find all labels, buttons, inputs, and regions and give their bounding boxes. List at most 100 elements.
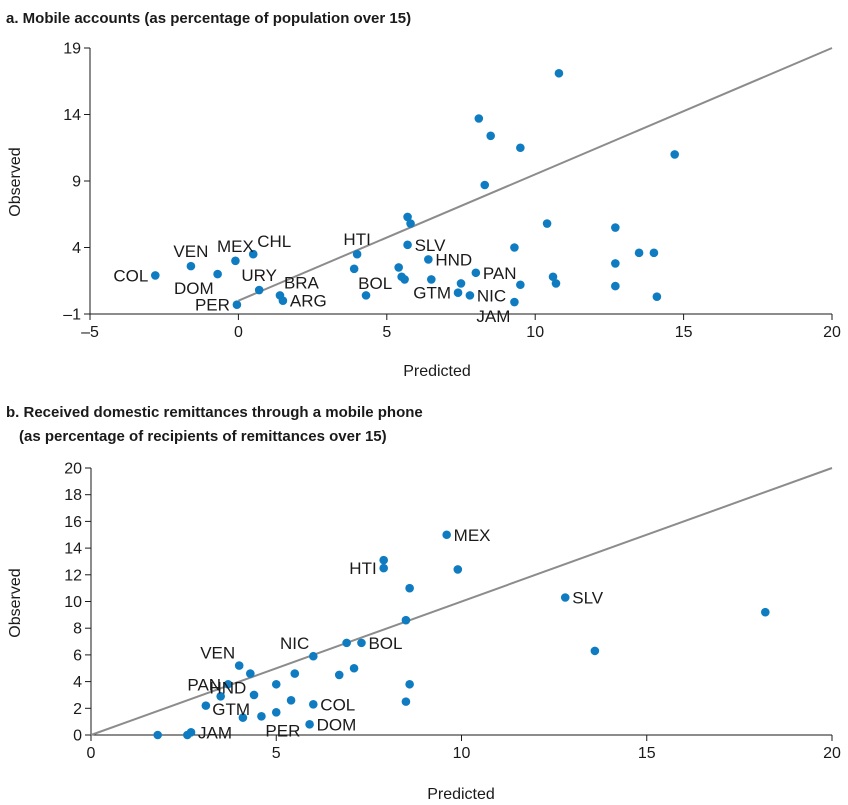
y-tick-label: 18	[64, 487, 82, 504]
point-label: HND	[435, 250, 472, 269]
data-point	[611, 259, 620, 268]
y-tick-label: 4	[73, 674, 82, 691]
data-point	[238, 713, 248, 722]
data-point	[405, 679, 414, 689]
panel-a-title: a. Mobile accounts (as percentage of pop…	[6, 10, 411, 27]
y-tick-label: 14	[63, 107, 81, 124]
point-label: DOM	[174, 279, 214, 298]
data-point	[352, 249, 362, 259]
point-label: BOL	[368, 634, 402, 653]
data-point	[471, 268, 481, 278]
data-point	[406, 219, 415, 228]
data-point	[465, 291, 475, 300]
y-tick-label: –1	[63, 307, 81, 324]
data-point	[379, 555, 388, 565]
data-point	[403, 240, 412, 250]
data-point	[278, 296, 288, 306]
y-tick-label: 14	[64, 541, 82, 558]
data-point	[231, 256, 240, 266]
point-label: NIC	[477, 286, 506, 305]
point-label: NIC	[280, 634, 309, 653]
x-tick-label: 20	[823, 745, 841, 762]
data-point	[216, 691, 225, 701]
point-label: DOM	[317, 715, 357, 734]
y-tick-label: 9	[72, 174, 81, 191]
data-point	[357, 638, 366, 648]
x-tick-label: 10	[453, 745, 471, 762]
data-point	[611, 281, 620, 291]
data-point	[309, 699, 318, 709]
y-tick-label: 6	[73, 647, 82, 664]
data-point	[670, 150, 679, 159]
panel-a-y-label: Observed	[7, 147, 24, 216]
point-label: VEN	[200, 644, 235, 663]
point-label: COL	[320, 695, 355, 714]
point-label: GTM	[212, 700, 250, 719]
point-label: JAM	[476, 307, 510, 326]
data-point	[453, 565, 463, 574]
panel-b-x-label: Predicted	[427, 786, 495, 803]
point-label: CHL	[257, 232, 291, 251]
data-point	[342, 638, 351, 648]
data-point	[453, 288, 463, 298]
point-label: PER	[195, 296, 230, 315]
data-point	[560, 593, 570, 602]
data-point	[424, 255, 433, 264]
panel-b-x-ticks: 0 5 10 15 20	[87, 735, 841, 762]
point-label: URY	[241, 266, 277, 285]
data-point	[223, 679, 233, 689]
x-tick-label: 0	[87, 745, 96, 762]
point-label: VEN	[173, 242, 208, 261]
y-tick-label: 2	[73, 701, 82, 718]
data-point	[400, 275, 409, 284]
data-point	[761, 607, 770, 617]
data-point	[652, 292, 662, 302]
data-point	[246, 669, 255, 678]
data-point	[153, 730, 162, 740]
data-point	[486, 131, 495, 141]
y-tick-label: 20	[64, 461, 82, 478]
data-point	[234, 661, 244, 670]
point-label: SLV	[572, 588, 604, 607]
data-point	[394, 263, 403, 272]
data-point	[634, 248, 644, 258]
data-point	[590, 646, 600, 656]
data-point	[186, 728, 196, 737]
panel-b-domestic-remittances: b. Received domestic remittances through…	[6, 404, 841, 803]
data-point	[201, 701, 211, 710]
y-tick-label: 8	[73, 621, 82, 638]
data-point	[401, 615, 411, 625]
panel-a-x-ticks: –5 0 5 10 15 20	[81, 314, 841, 341]
point-label: HTI	[349, 559, 376, 578]
data-point	[405, 583, 414, 593]
y-tick-label: 4	[72, 240, 81, 257]
panel-b-points	[153, 530, 770, 740]
panel-a-y-ticks: –1 4 9 14 19	[63, 41, 90, 324]
point-label: BRA	[284, 273, 320, 292]
data-point	[361, 291, 371, 300]
data-point	[305, 720, 314, 729]
data-point	[290, 669, 300, 678]
data-point	[551, 279, 561, 288]
data-point	[542, 219, 552, 228]
data-point	[554, 68, 564, 78]
data-point	[442, 530, 451, 540]
data-point	[403, 212, 412, 222]
x-tick-label: 5	[272, 745, 281, 762]
y-tick-label: 16	[64, 514, 82, 531]
panel-a-points	[150, 68, 679, 309]
panel-b-y-label: Observed	[7, 568, 24, 637]
data-point	[186, 261, 196, 271]
point-label: COL	[113, 266, 148, 285]
y-tick-label: 12	[64, 567, 82, 584]
point-label: PAN	[483, 264, 517, 283]
point-label: HND	[209, 679, 246, 698]
point-label: PER	[265, 721, 300, 740]
point-label: ARG	[290, 292, 327, 311]
point-label: BOL	[358, 274, 392, 293]
point-label: MEX	[217, 237, 254, 256]
x-tick-label: 10	[526, 324, 544, 341]
data-point	[548, 272, 558, 282]
